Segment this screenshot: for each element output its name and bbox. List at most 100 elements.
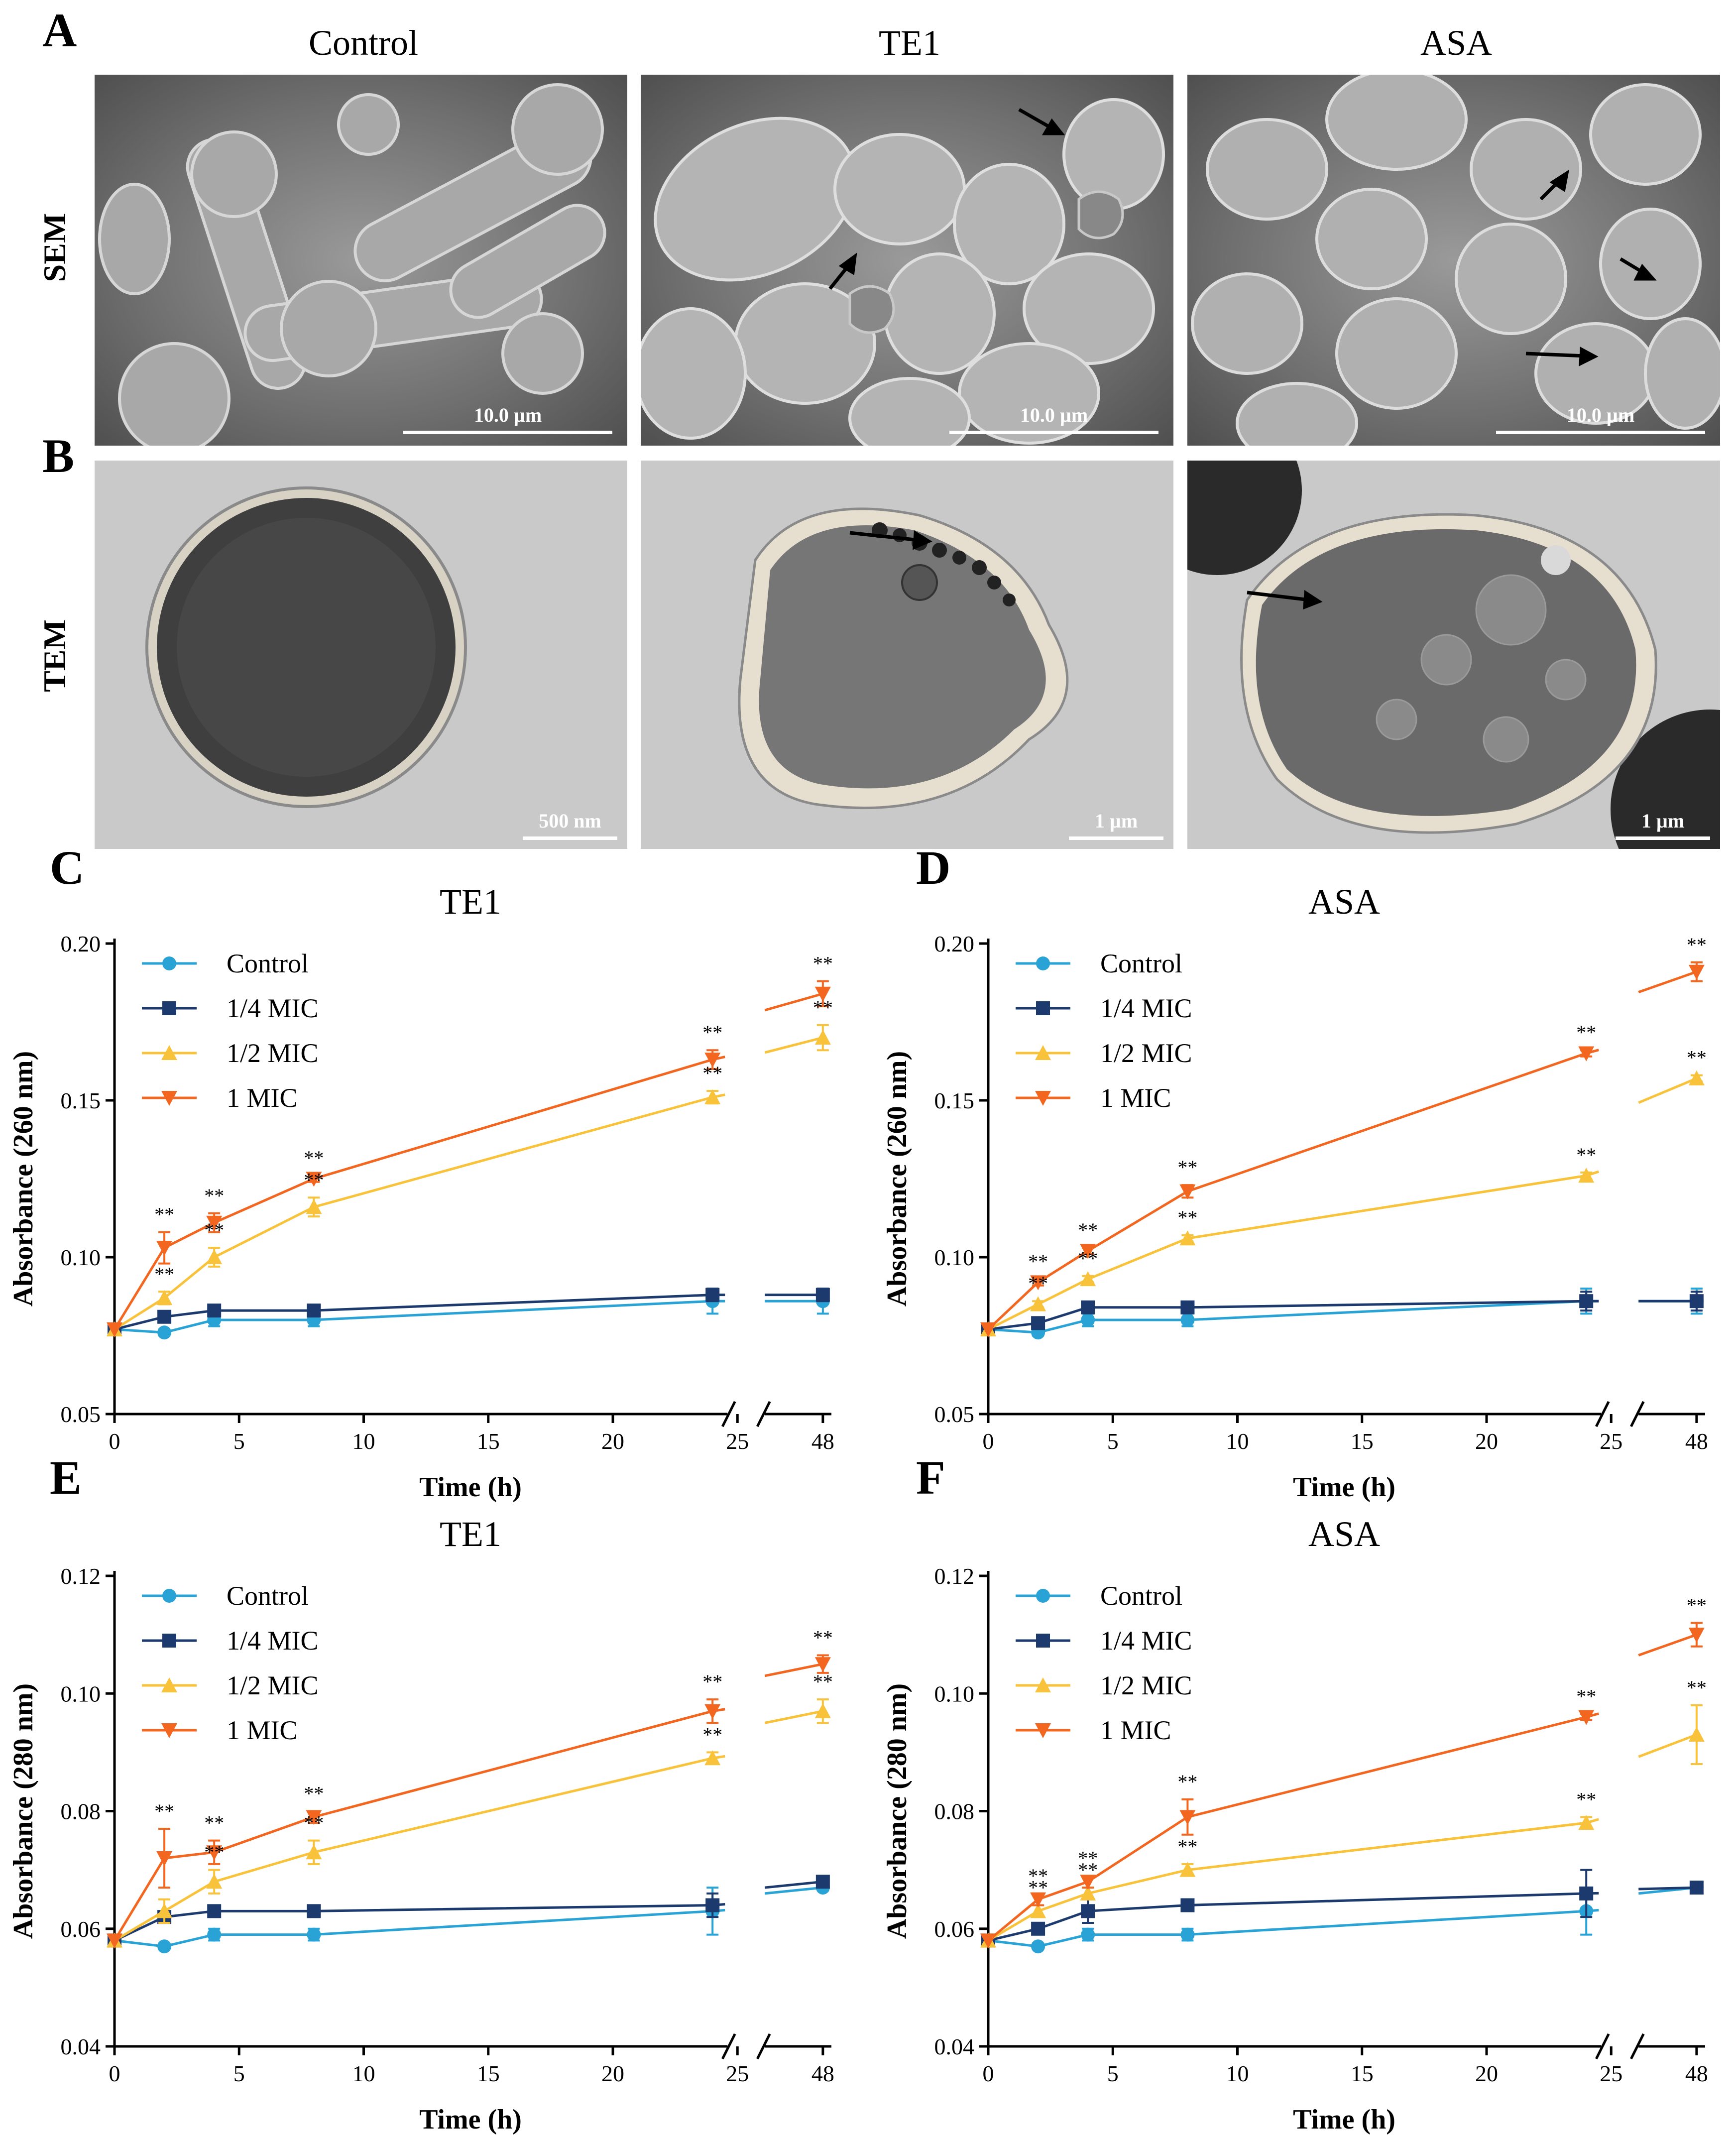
legend-label: 1 MIC <box>227 1715 298 1745</box>
y-tick-label: 0.08 <box>61 1799 101 1824</box>
data-point <box>1081 1904 1095 1918</box>
tem-scale-te1: 1 µm <box>1094 810 1138 832</box>
data-point <box>1578 1168 1595 1183</box>
data-point <box>107 1322 122 1337</box>
series-line <box>114 1093 725 1331</box>
x-tick-label: 15 <box>477 1428 500 1454</box>
series-3 <box>107 1654 831 1949</box>
legend-label: 1 MIC <box>1100 1083 1171 1113</box>
significance-mark: ** <box>204 1841 224 1864</box>
legend-label: 1/2 MIC <box>227 1038 319 1068</box>
legend-marker <box>161 1723 177 1738</box>
data-point <box>1180 1313 1195 1327</box>
series-line-after-break <box>1638 1886 1697 1891</box>
legend-label: Control <box>227 1581 309 1611</box>
data-point <box>1081 1300 1095 1314</box>
significance-mark: ** <box>1028 1877 1048 1899</box>
series-3 <box>980 1622 1705 1949</box>
axis-break-mark <box>1630 1401 1645 1427</box>
x-tick-label: 0 <box>983 2061 994 2086</box>
significance-mark: ** <box>1078 1219 1098 1241</box>
y-axis-label: Absorbance (280 nm) <box>882 1683 913 1939</box>
series-line <box>987 1712 1599 1942</box>
significance-mark: ** <box>813 1626 833 1649</box>
panel-label-b: B <box>42 429 75 482</box>
chart-title: ASA <box>1308 1514 1380 1554</box>
data-point <box>206 1874 223 1889</box>
significance-mark: ** <box>702 1670 722 1693</box>
y-axis-label: Absorbance (260 nm) <box>882 1051 913 1307</box>
series-line <box>987 1049 1599 1330</box>
significance-mark: ** <box>702 1062 722 1084</box>
significance-mark: ** <box>1028 1250 1048 1273</box>
legend-label: Control <box>1100 949 1182 978</box>
significance-mark: ** <box>1576 1021 1596 1044</box>
axis-break-mark <box>1595 1401 1610 1427</box>
data-point <box>1179 1810 1196 1825</box>
data-point <box>980 1933 996 1949</box>
legend-marker <box>161 1045 177 1060</box>
y-tick-label: 0.05 <box>61 1402 101 1427</box>
data-point <box>207 1927 222 1942</box>
x-tick-label: 0 <box>109 1428 120 1454</box>
data-point <box>157 1325 172 1340</box>
data-point <box>1080 1885 1096 1900</box>
data-point <box>1030 1892 1046 1907</box>
significance-mark: ** <box>304 1169 324 1191</box>
data-point <box>1080 1271 1096 1287</box>
data-point <box>1689 1294 1704 1308</box>
x-tick-label: 48 <box>811 2061 834 2086</box>
data-point <box>815 1875 830 1889</box>
panel-label-d: D <box>916 841 950 894</box>
significance-mark: ** <box>1576 1685 1596 1708</box>
x-tick-label: 25 <box>1600 2061 1622 2086</box>
panel-label-f: F <box>916 1451 945 1504</box>
series-line <box>114 1908 725 1948</box>
data-point <box>306 1199 322 1214</box>
y-tick-label: 0.05 <box>934 1402 975 1427</box>
x-tick-label: 10 <box>352 2061 375 2086</box>
data-point <box>1030 1296 1046 1311</box>
legend-marker <box>1036 956 1050 970</box>
y-tick-label: 0.04 <box>61 2034 101 2059</box>
significance-mark: ** <box>1177 1206 1197 1229</box>
data-point <box>1688 1726 1705 1742</box>
significance-mark: ** <box>204 1812 224 1834</box>
sem-image-te1: 10.0 µm <box>641 75 1173 446</box>
chart-panel-f: F ASA 0.04 0.06 0.08 0.10 0.12 0 5 10 15 20 25 48 Time… <box>882 1451 1708 2135</box>
data-point <box>1080 1244 1096 1259</box>
significance-mark: ** <box>702 1021 722 1044</box>
data-point <box>306 1844 322 1860</box>
legend-marker <box>162 1001 176 1015</box>
series-1 <box>981 1869 1704 1948</box>
legend-label: 1/4 MIC <box>1100 993 1192 1023</box>
data-point <box>1180 1927 1195 1942</box>
data-point <box>1179 1230 1196 1246</box>
significance-mark: ** <box>1177 1771 1197 1793</box>
series-line-after-break <box>1638 1077 1697 1104</box>
legend-marker <box>1036 1001 1050 1015</box>
data-point <box>1031 1316 1045 1330</box>
tem-asa-cell <box>1187 461 1720 849</box>
data-point <box>206 1215 223 1231</box>
y-tick-label: 0.10 <box>61 1681 101 1706</box>
data-point <box>1578 1815 1595 1830</box>
x-tick-label: 10 <box>1226 1428 1249 1454</box>
axis-break-mark <box>756 1401 771 1427</box>
series-2 <box>980 1070 1705 1336</box>
significance-mark: ** <box>1687 934 1707 956</box>
data-point <box>306 1172 322 1187</box>
sem-scale-control: 10.0 µm <box>473 404 542 426</box>
sem-asa-cells <box>1191 75 1720 446</box>
data-point <box>156 1290 173 1305</box>
significance-mark: ** <box>304 1782 324 1805</box>
series-1 <box>981 1291 1704 1336</box>
legend-marker <box>161 1091 177 1106</box>
data-point <box>1688 964 1705 980</box>
tem-image-control: 500 nm <box>95 461 627 849</box>
series-line-after-break <box>764 1663 823 1677</box>
axis-break-mark <box>1630 2033 1645 2060</box>
data-point <box>307 1927 321 1942</box>
significance-mark: ** <box>1177 1156 1197 1179</box>
